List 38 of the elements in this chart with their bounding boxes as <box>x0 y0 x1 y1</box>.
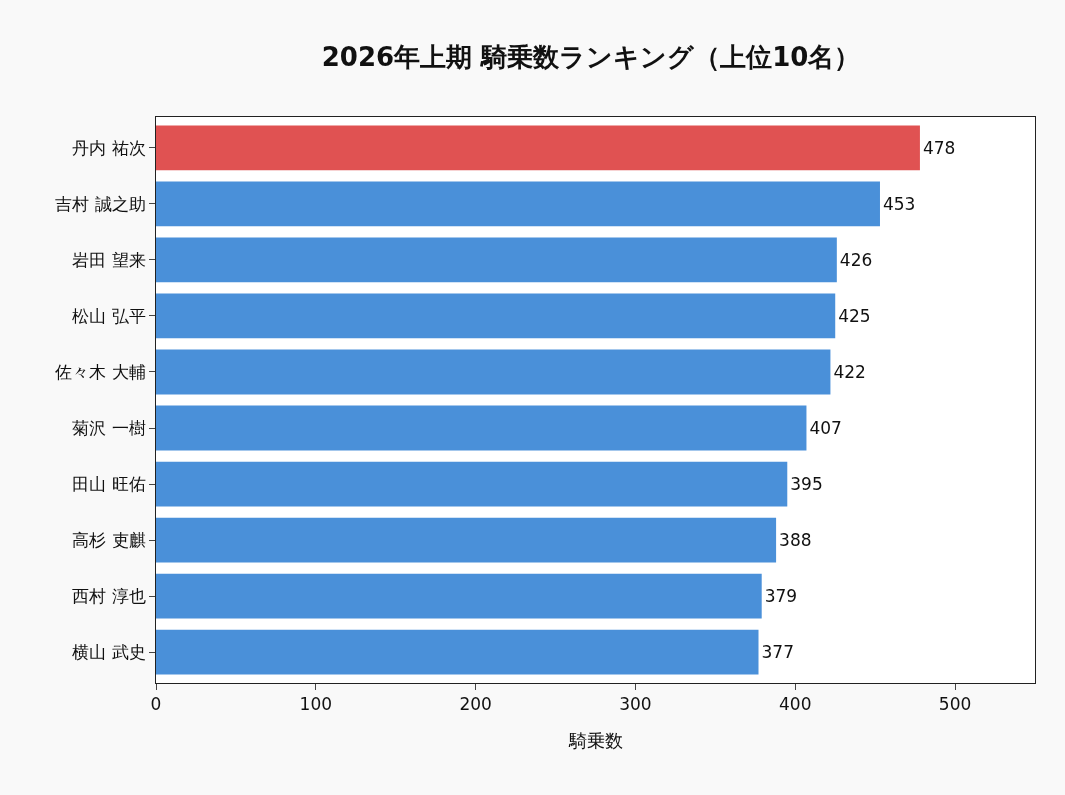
bar <box>156 237 837 283</box>
data-label: 379 <box>764 586 798 607</box>
data-label: 422 <box>833 361 866 382</box>
data-label: 377 <box>761 642 794 663</box>
bar <box>156 517 777 563</box>
data-label: 388 <box>779 530 812 551</box>
bar <box>156 461 788 507</box>
x-tick-label: 100 <box>299 694 333 715</box>
chart-title: 2026年上期 騎乗数ランキング（上位10名） <box>321 41 861 72</box>
y-tick-label: 丹内 祐次 <box>72 137 146 158</box>
bar <box>156 349 831 395</box>
y-tick-label: 佐々木 大輔 <box>55 361 146 382</box>
y-tick-label: 西村 淳也 <box>72 586 146 607</box>
x-tick-label: 0 <box>150 694 162 715</box>
data-label: 407 <box>809 418 842 439</box>
y-tick-label: 高杉 吏麒 <box>72 530 146 551</box>
bar <box>156 629 759 675</box>
bar <box>156 573 762 619</box>
y-tick-label: 松山 弘平 <box>72 305 146 326</box>
data-label: 425 <box>838 305 871 326</box>
x-axis-title: 騎乗数 <box>567 730 623 751</box>
x-tick-label: 400 <box>779 694 812 715</box>
y-tick-label: 菊沢 一樹 <box>72 417 146 438</box>
y-tick-label: 岩田 望来 <box>72 249 146 270</box>
bar <box>156 125 920 171</box>
bar <box>156 181 880 227</box>
bar <box>156 405 807 451</box>
data-label: 453 <box>882 193 916 214</box>
x-tick-label: 500 <box>938 694 972 715</box>
data-label: 426 <box>839 249 873 270</box>
y-tick-label: 横山 武史 <box>72 642 146 663</box>
data-label: 395 <box>790 474 823 495</box>
data-label: 478 <box>922 137 956 158</box>
x-tick-label: 200 <box>459 694 492 715</box>
x-tick-label: 300 <box>619 694 652 715</box>
y-tick-label: 田山 旺佑 <box>72 474 146 495</box>
y-tick-label: 吉村 誠之助 <box>55 193 146 214</box>
bar <box>156 293 836 339</box>
